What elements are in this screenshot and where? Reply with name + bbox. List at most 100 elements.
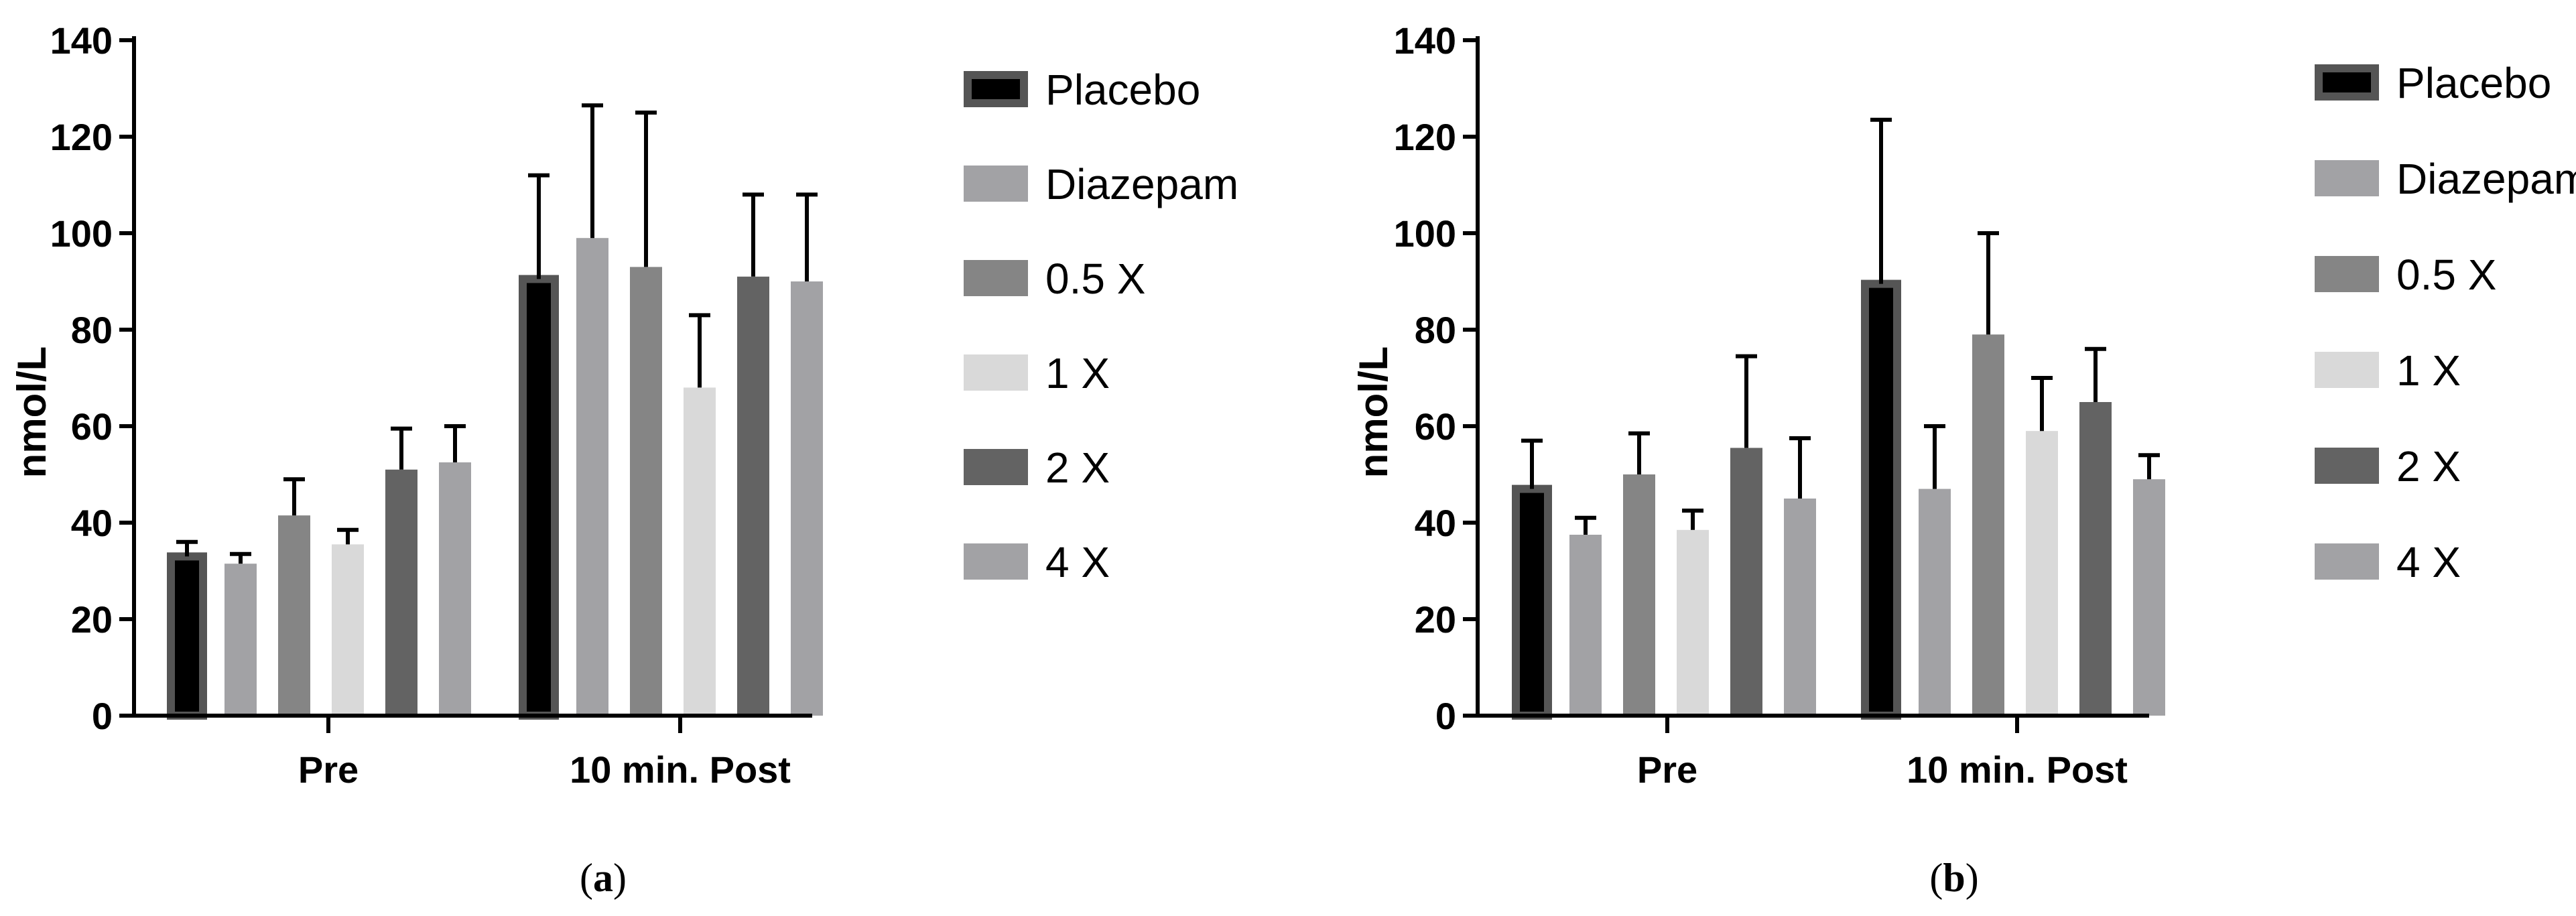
y-tick-label: 40 (71, 502, 113, 544)
error-bar-diazepam-pre (230, 551, 251, 564)
y-tick-label: 80 (1415, 309, 1456, 351)
x-tick-label-10-min-post: 10 min. Post (570, 748, 791, 791)
error-bar-1-x-pre (337, 527, 359, 545)
legend-item-2-x: 2 X (2315, 442, 2461, 490)
chart-panel-b: nmol/L 0 20 40 60 80 100 120 140 Pre 10 min. Post… (1351, 19, 2576, 791)
bar-2-x-10-min-post (737, 276, 769, 716)
error-bar-1-x-10-min-post (2031, 376, 2053, 432)
x-tick-label-pre: Pre (1637, 748, 1697, 791)
bar-diazepam-pre (224, 564, 257, 716)
legend-item-0-5-x: 0.5 X (2315, 251, 2496, 299)
error-bar-4-x-pre (1789, 436, 1811, 499)
bar-placebo-pre (1512, 484, 1552, 720)
legend-label: Placebo (1045, 66, 1200, 114)
legend-label: 1 X (2396, 346, 2461, 395)
bar-4-x-pre (1784, 499, 1816, 716)
bar-1-x-pre (1677, 529, 1709, 716)
legend-swatch (964, 354, 1028, 391)
y-tick-label: 40 (1415, 502, 1456, 544)
y-tick-label: 20 (1415, 598, 1456, 641)
legend-label: Diazepam (1045, 160, 1238, 208)
legend-label: Placebo (2396, 59, 2551, 107)
error-bar-4-x-pre (444, 424, 466, 462)
legend-item-4-x: 4 X (964, 538, 1110, 586)
error-bar-1-x-pre (1682, 509, 1703, 530)
legend-swatch (964, 543, 1028, 580)
error-bar-placebo-pre (1521, 438, 1543, 489)
error-bar-placebo-10-min-post (528, 173, 550, 279)
error-bar-4-x-10-min-post (2138, 453, 2160, 480)
bar-placebo-pre (167, 552, 207, 720)
bar-4-x-10-min-post (791, 281, 823, 716)
bar-4-x-pre (439, 462, 471, 716)
bar-2-x-pre (1730, 448, 1762, 716)
chart-panel-a: nmol/L 0 20 40 60 80 100 120 140 Pre 10 min. Post… (9, 19, 1238, 791)
legend-item-1-x: 1 X (964, 349, 1110, 397)
error-bar-placebo-pre (176, 539, 198, 557)
y-tick-label: 100 (1394, 212, 1456, 255)
error-bar-2-x-10-min-post (743, 192, 764, 277)
legend-swatch (964, 449, 1028, 485)
bar-2-x-10-min-post (2079, 402, 2112, 716)
y-tick-label: 60 (71, 405, 113, 448)
legend-item-placebo: Placebo (964, 66, 1200, 114)
legend-item-diazepam: Diazepam (964, 160, 1238, 208)
error-bar-0-5-x-10-min-post (635, 111, 657, 267)
bar-placebo-10-min-post (1861, 279, 1901, 720)
legend-item-placebo: Placebo (2315, 59, 2551, 107)
error-bar-4-x-10-min-post (796, 192, 818, 281)
bar-diazepam-10-min-post (576, 238, 608, 716)
legend-swatch (2315, 160, 2379, 196)
y-tick-label: 20 (71, 598, 113, 641)
legend-label: 4 X (2396, 538, 2461, 586)
bar-0-5-x-pre (1623, 474, 1655, 716)
y-tick-label: 120 (1394, 116, 1456, 158)
y-tick-label: 120 (50, 116, 113, 158)
error-bar-placebo-10-min-post (1870, 117, 1892, 284)
error-bar-2-x-pre (1736, 354, 1757, 448)
bar-0-5-x-pre (278, 515, 310, 716)
error-bar-diazepam-10-min-post (582, 103, 603, 239)
error-bar-0-5-x-pre (283, 477, 305, 516)
error-bar-1-x-10-min-post (689, 313, 710, 388)
legend-swatch (964, 166, 1028, 202)
y-tick-label: 0 (1435, 695, 1456, 737)
error-bar-2-x-pre (391, 426, 412, 470)
error-bar-0-5-x-pre (1628, 431, 1650, 474)
y-axis-label: nmol/L (1351, 346, 1396, 478)
bar-0-5-x-10-min-post (630, 267, 662, 716)
legend-label: 2 X (2396, 442, 2461, 490)
bar-1-x-10-min-post (684, 387, 716, 716)
legend-item-1-x: 1 X (2315, 346, 2461, 395)
y-tick-label: 100 (50, 212, 113, 255)
legend-swatch (2315, 543, 2379, 580)
error-bar-2-x-10-min-post (2085, 346, 2106, 402)
legend-item-0-5-x: 0.5 X (964, 255, 1145, 303)
panel-label-a: (a) (580, 856, 627, 900)
y-tick-label: 0 (92, 695, 113, 737)
y-tick-label: 60 (1415, 405, 1456, 448)
bar-4-x-10-min-post (2133, 479, 2165, 716)
legend-item-2-x: 2 X (964, 444, 1110, 492)
bar-1-x-10-min-post (2026, 431, 2058, 716)
panel-label-b: (b) (1929, 856, 1978, 900)
bar-diazepam-pre (1569, 535, 1602, 716)
error-bar-0-5-x-10-min-post (1978, 231, 1999, 335)
legend-swatch (964, 260, 1028, 296)
bar-0-5-x-10-min-post (1972, 334, 2004, 716)
legend-label: 2 X (1045, 444, 1110, 492)
x-tick-label-pre: Pre (298, 748, 359, 791)
x-tick-label-10-min-post: 10 min. Post (1907, 748, 2128, 791)
legend-swatch (2315, 256, 2379, 292)
legend-item-4-x: 4 X (2315, 538, 2461, 586)
legend-swatch (2315, 352, 2379, 388)
legend-label: 4 X (1045, 538, 1110, 586)
bar-1-x-pre (332, 544, 364, 716)
error-bar-diazepam-10-min-post (1924, 424, 1945, 489)
legend-swatch (2315, 64, 2379, 101)
y-axis-label: nmol/L (9, 346, 54, 478)
legend-label: 0.5 X (1045, 255, 1145, 303)
legend-label: 1 X (1045, 349, 1110, 397)
legend-item-diazepam: Diazepam (2315, 155, 2576, 203)
y-tick-label: 80 (71, 309, 113, 351)
